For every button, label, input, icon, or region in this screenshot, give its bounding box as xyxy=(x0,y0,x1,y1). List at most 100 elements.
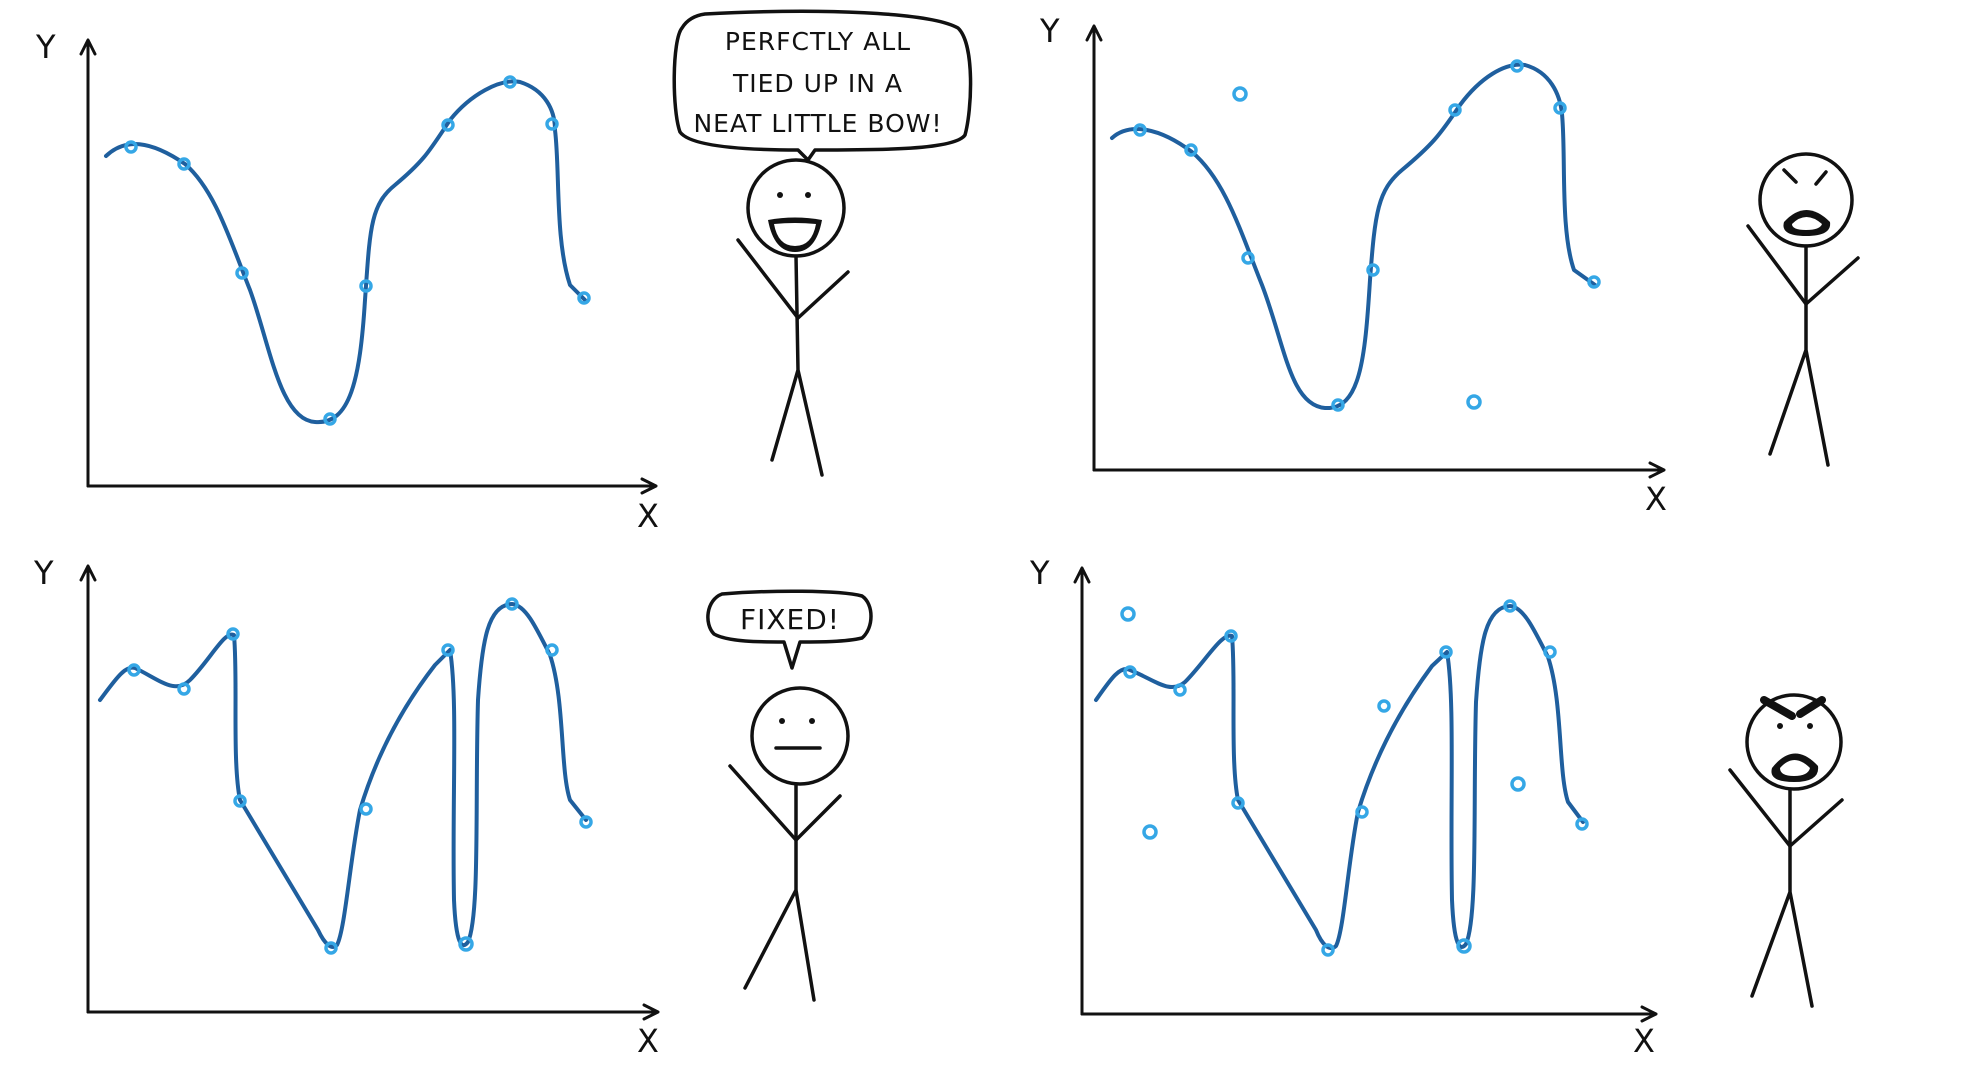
data-point xyxy=(127,663,141,677)
outlier-point xyxy=(1120,606,1136,622)
data-point xyxy=(1123,665,1137,679)
eye xyxy=(805,192,811,198)
x-axis-label: X xyxy=(637,1022,660,1060)
x-axis-label: X xyxy=(1633,1022,1656,1060)
furious-brows xyxy=(1760,696,1826,720)
x-axis-label: X xyxy=(1645,480,1668,518)
data-point xyxy=(1543,645,1557,659)
stick-figure-angry xyxy=(1746,152,1860,467)
data-point xyxy=(226,627,240,641)
eye xyxy=(1777,723,1783,729)
y-axis-label: Y xyxy=(35,28,57,66)
panel-top-left: Y X PERFCTLY ALL TIED UP IN A NEAT LITTL… xyxy=(35,9,973,535)
data-point xyxy=(1355,805,1369,819)
y-axis xyxy=(1085,24,1103,472)
data-points xyxy=(1120,599,1589,957)
data-point xyxy=(1587,275,1601,289)
arms xyxy=(1728,768,1844,848)
x-axis xyxy=(1092,461,1666,479)
speech-line-2: TIED UP IN A xyxy=(732,69,903,98)
data-point xyxy=(503,75,517,89)
data-point xyxy=(577,291,591,305)
fitted-curve xyxy=(104,79,587,425)
data-points xyxy=(124,75,591,426)
speech-line-1: PERFCTLY ALL xyxy=(725,27,911,56)
data-point xyxy=(1456,938,1472,954)
eye xyxy=(779,718,785,724)
data-point xyxy=(233,794,247,808)
speech-bubble: PERFCTLY ALL TIED UP IN A NEAT LITTLE BO… xyxy=(672,9,973,162)
outlier-point xyxy=(1377,699,1391,713)
data-point xyxy=(1133,123,1147,137)
mouth-inner xyxy=(774,223,816,246)
speech-line-3: NEAT LITTLE BOW! xyxy=(693,109,942,138)
arms xyxy=(736,238,850,320)
data-point xyxy=(1510,59,1524,73)
y-axis-label: Y xyxy=(1029,554,1051,592)
chart-axes: Y X xyxy=(1039,12,1668,518)
x-axis xyxy=(86,477,658,495)
stick-figure-neutral xyxy=(728,686,850,1002)
data-point xyxy=(441,643,455,657)
overfit-curve xyxy=(1094,604,1585,951)
data-point xyxy=(1241,251,1255,265)
outlier-point xyxy=(1466,394,1482,410)
data-point xyxy=(1224,629,1238,643)
x-axis xyxy=(1080,1005,1658,1023)
data-points xyxy=(1133,59,1601,412)
y-axis xyxy=(79,564,97,1014)
y-axis-label: Y xyxy=(1039,12,1061,50)
panel-top-right: Y X xyxy=(1039,12,1860,518)
data-point xyxy=(324,941,338,955)
eye xyxy=(777,192,783,198)
stick-figure-happy xyxy=(736,158,850,477)
data-point xyxy=(1184,143,1198,157)
outlier-point xyxy=(1232,86,1248,102)
overfit-curve xyxy=(98,602,588,949)
y-axis xyxy=(1073,566,1091,1016)
fitted-curve xyxy=(1110,62,1597,411)
data-point xyxy=(177,682,191,696)
stick-figure-furious xyxy=(1728,693,1844,1008)
data-point xyxy=(323,412,337,426)
panel-bottom-right: Y X xyxy=(1029,554,1844,1060)
head xyxy=(1745,693,1843,791)
chart-axes: Y X xyxy=(33,554,660,1060)
speech-bubble: FIXED! xyxy=(706,589,873,670)
chart-axes: Y X xyxy=(1029,554,1658,1060)
data-points xyxy=(127,597,593,955)
data-point xyxy=(1231,796,1245,810)
arms xyxy=(728,764,842,842)
chart-axes: Y X xyxy=(35,28,660,535)
data-point xyxy=(1503,599,1517,613)
data-point xyxy=(177,157,191,171)
data-point xyxy=(1321,943,1335,957)
data-point xyxy=(1448,103,1462,117)
data-point xyxy=(1173,683,1187,697)
outlier-point xyxy=(1142,824,1158,840)
data-point xyxy=(579,815,593,829)
mouth-inner xyxy=(1792,217,1822,230)
panel-bottom-left: Y X FIXED! xyxy=(33,554,873,1060)
data-point xyxy=(235,266,249,280)
data-point xyxy=(505,597,519,611)
angry-brows xyxy=(1782,168,1828,186)
data-point xyxy=(1553,101,1567,115)
body-and-legs xyxy=(1768,244,1830,467)
data-point xyxy=(545,643,559,657)
outlier-point xyxy=(1510,776,1526,792)
data-point xyxy=(545,117,559,131)
data-point xyxy=(1439,645,1453,659)
eye xyxy=(1807,723,1813,729)
y-axis xyxy=(79,38,97,488)
x-axis-label: X xyxy=(637,497,660,535)
data-point xyxy=(1331,398,1345,412)
data-point xyxy=(1366,263,1380,277)
data-point xyxy=(1575,817,1589,831)
data-point xyxy=(458,936,474,952)
x-axis xyxy=(86,1003,660,1021)
data-point xyxy=(441,118,455,132)
data-point xyxy=(124,140,138,154)
head xyxy=(750,686,850,786)
